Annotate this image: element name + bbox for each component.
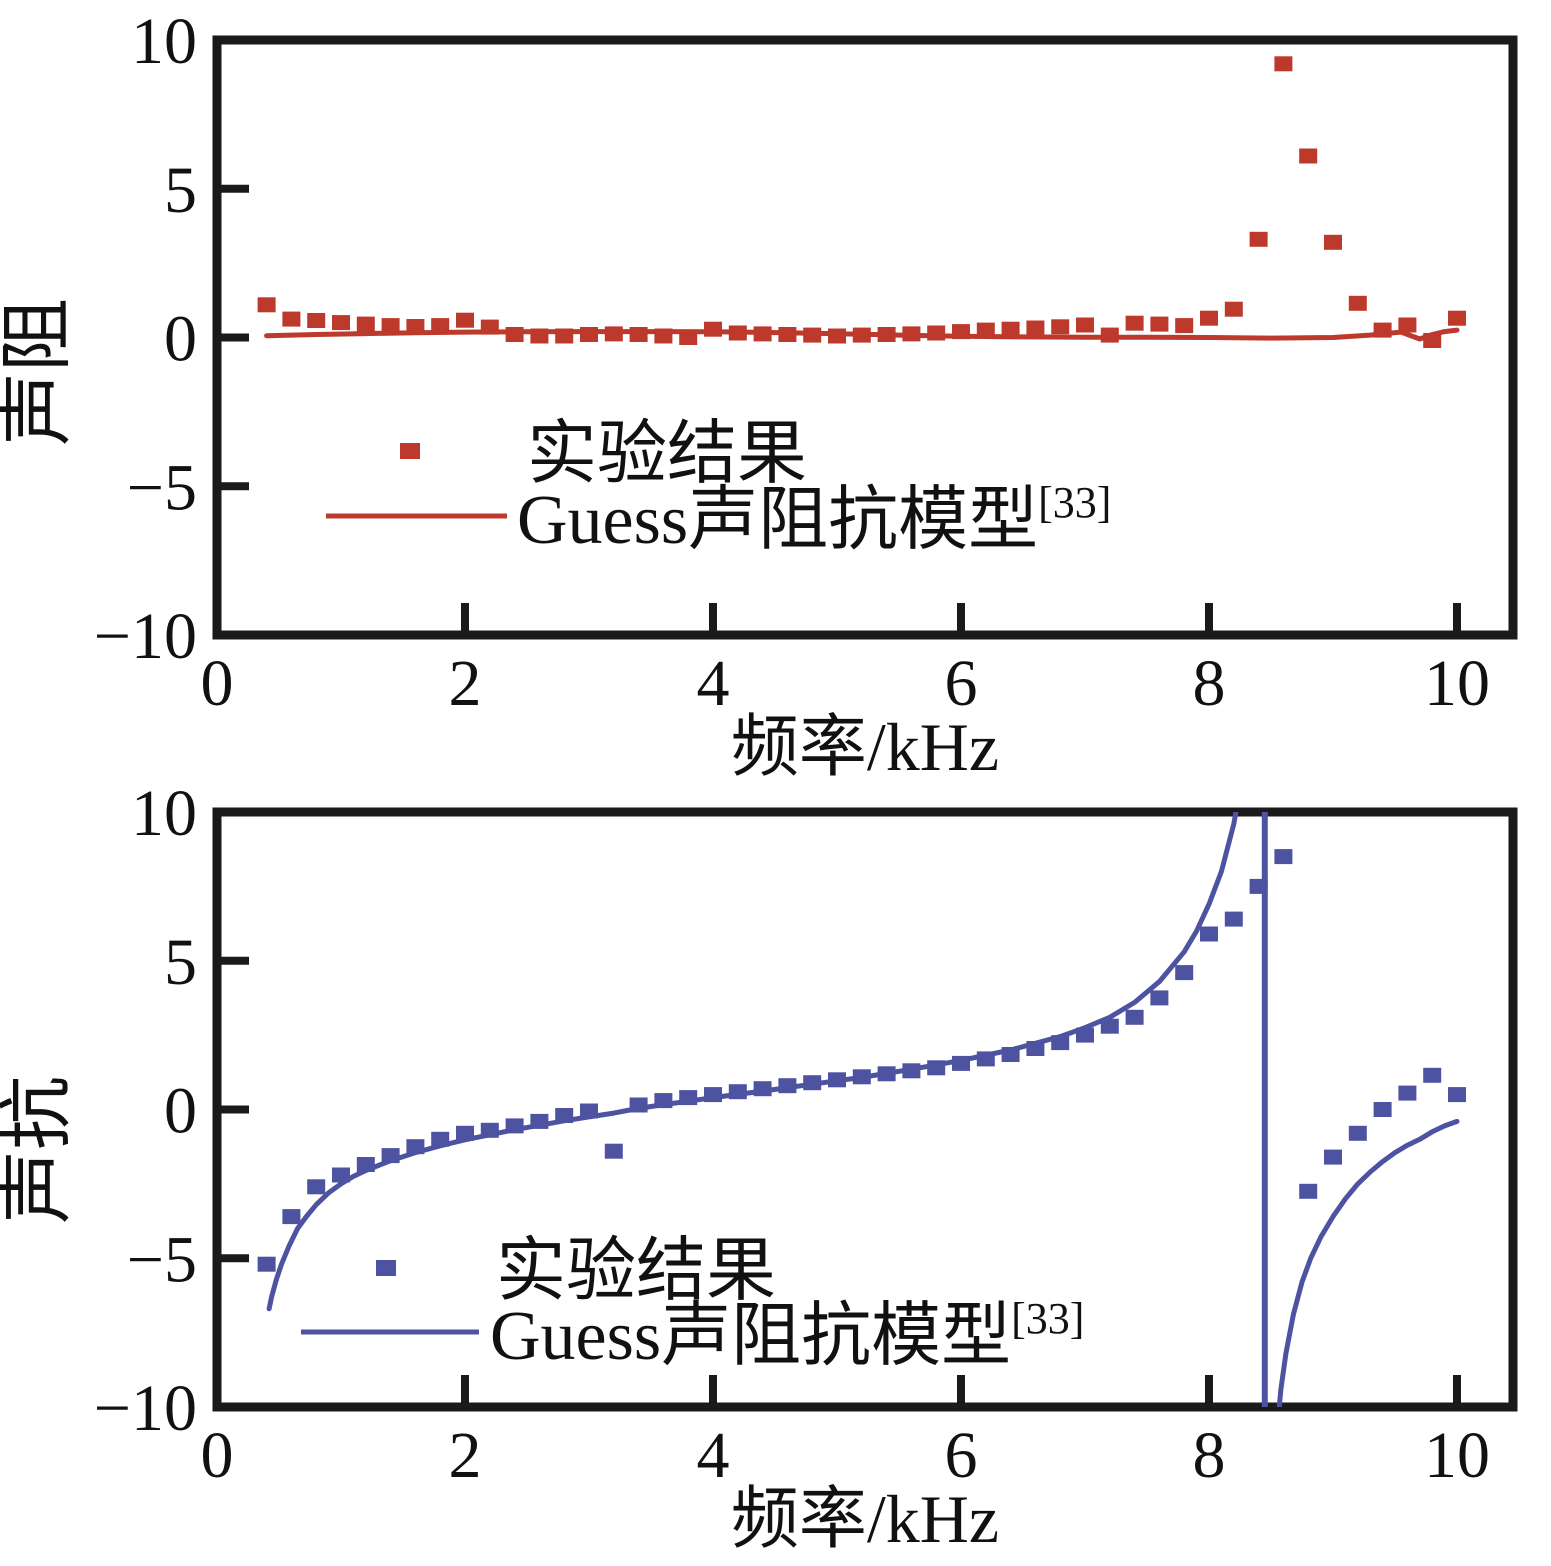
y-tick-label: 0 — [164, 303, 197, 376]
legend-label-experiment: 实验结果 — [496, 1233, 776, 1310]
experiment-point — [1175, 965, 1194, 981]
legend-label-model: Guess声阻抗模型[33] — [490, 1294, 1084, 1375]
legend-label-model: Guess声阻抗模型[33] — [517, 478, 1111, 559]
y-tick-label: 5 — [164, 154, 197, 227]
experiment-point — [1423, 1067, 1442, 1083]
experiment-point — [1150, 990, 1169, 1006]
experiment-point — [1448, 1087, 1466, 1103]
x-axis-title: 频率/kHz — [731, 1481, 999, 1557]
y-tick-label: 0 — [164, 1075, 197, 1148]
y-tick-label: −10 — [94, 600, 197, 673]
x-tick-label: 4 — [697, 647, 730, 720]
experiment-point — [1001, 321, 1020, 337]
experiment-point — [1100, 1018, 1119, 1034]
experiment-point — [1125, 1009, 1144, 1025]
legend-label-model-citation: [33] — [1011, 1294, 1084, 1343]
experiment-point — [307, 313, 326, 328]
x-tick-label: 10 — [1424, 1419, 1490, 1492]
experiment-point — [1200, 310, 1218, 326]
experiment-point — [381, 318, 400, 334]
x-tick-label: 0 — [201, 647, 234, 720]
experiment-point — [1249, 231, 1268, 247]
x-tick-label: 6 — [945, 647, 978, 720]
experiment-point — [1299, 148, 1318, 164]
x-tick-label: 2 — [449, 1419, 482, 1492]
model-line — [1276, 1118, 1460, 1407]
experiment-point — [604, 1143, 623, 1159]
experiment-point — [1224, 301, 1243, 317]
y-tick-label: 10 — [131, 777, 197, 850]
legend-label-model-text: Guess声阻抗模型 — [517, 482, 1038, 559]
experiment-point — [1051, 319, 1070, 335]
plot-frame — [212, 35, 1518, 640]
experiment-point — [1150, 316, 1169, 332]
experiment-point — [282, 1209, 301, 1225]
experiment-point — [1398, 1085, 1417, 1101]
experiment-point — [257, 297, 276, 313]
experiment-point — [1299, 1183, 1318, 1199]
experiment-point — [976, 322, 995, 338]
y-axis-title: 声抗 — [0, 1076, 79, 1224]
legend-label-model-text: Guess声阻抗模型 — [490, 1298, 1011, 1375]
y-tick-label: 5 — [164, 926, 197, 999]
experiment-point — [332, 315, 350, 331]
experiment-point — [1348, 295, 1367, 311]
experiment-point — [1274, 849, 1293, 865]
legend-label-experiment: 实验结果 — [527, 416, 807, 493]
experiment-point — [282, 311, 301, 327]
experiment-point — [505, 327, 524, 342]
experiment-point — [356, 316, 375, 332]
x-tick-label: 10 — [1424, 647, 1490, 720]
experiment-point — [1398, 317, 1417, 333]
legend-label-model-citation: [33] — [1038, 478, 1111, 527]
y-tick-label: −10 — [94, 1372, 197, 1445]
experiment-point — [1448, 310, 1466, 326]
model-line — [266, 812, 1239, 1312]
experiment-point — [1175, 318, 1194, 334]
reactance-chart: 0 2 4 6 8 10 10 5 0 −5 −10 频率/kHz 声抗实验结果Guess声阻抗模型[3… — [0, 777, 1518, 1557]
experiment-point — [456, 312, 474, 328]
plot-area — [257, 56, 1466, 348]
legend-marker-square — [400, 443, 420, 459]
experiment-point — [1324, 234, 1342, 250]
y-tick-label: −5 — [127, 451, 197, 524]
y-tick-label: −5 — [127, 1223, 197, 1296]
plot-frame — [212, 807, 1518, 1412]
experiment-point — [1224, 911, 1243, 927]
experiment-point — [257, 1256, 276, 1272]
experiment-point — [1200, 926, 1218, 942]
x-tick-label: 8 — [1193, 1419, 1226, 1492]
y-tick-label: 10 — [131, 5, 197, 78]
experiment-point — [307, 1179, 326, 1195]
model-line — [264, 327, 1460, 342]
experiment-point — [1348, 1125, 1367, 1141]
plot-area — [257, 812, 1466, 1407]
legend-marker-square — [376, 1260, 396, 1276]
y-axis-title: 声阻 — [0, 298, 79, 446]
experiment-point — [1026, 320, 1045, 336]
x-tick-label: 8 — [1193, 647, 1226, 720]
x-tick-label: 6 — [945, 1419, 978, 1492]
experiment-point — [1076, 317, 1094, 333]
x-axis-title: 频率/kHz — [731, 709, 999, 785]
experiment-point — [431, 318, 450, 334]
x-tick-label: 4 — [697, 1419, 730, 1492]
experiment-point — [704, 321, 722, 337]
experiment-point — [1324, 1149, 1342, 1165]
experiment-point — [1274, 56, 1293, 72]
resistance-chart: 0 2 4 6 8 10 10 5 0 −5 −10 频率/kHz 声阻实验结果Guess声阻抗模型[3… — [0, 5, 1518, 785]
x-tick-label: 0 — [201, 1419, 234, 1492]
x-tick-label: 2 — [449, 647, 482, 720]
experiment-point — [1125, 315, 1144, 331]
experiment-point — [1373, 1102, 1392, 1117]
